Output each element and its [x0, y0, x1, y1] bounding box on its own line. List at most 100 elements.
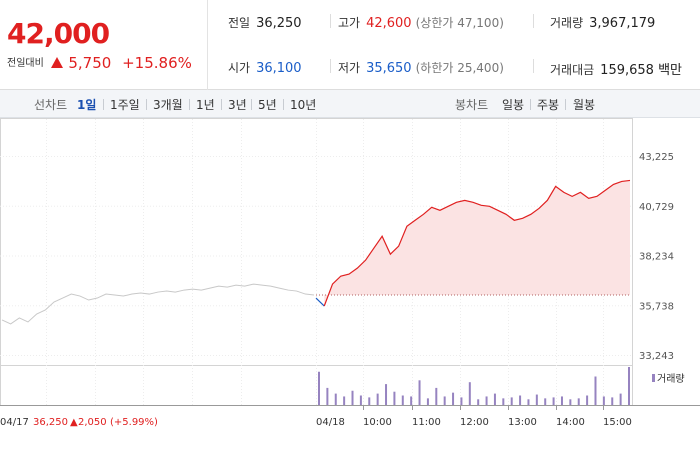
stat-prev-close: 전일 36,250	[228, 14, 302, 31]
change-percent: +15.86%	[122, 54, 192, 72]
period-5y-button[interactable]: 5년	[258, 98, 277, 112]
y-tick-label: 33,243	[639, 351, 674, 362]
volume-bar	[426, 398, 429, 405]
volume-bar	[560, 396, 563, 405]
change-label: 전일대비	[7, 58, 44, 69]
volume-bar	[519, 395, 522, 405]
volume-bar	[359, 395, 362, 405]
candle-daily-button[interactable]: 일봉	[502, 98, 525, 112]
divider	[533, 14, 534, 28]
volume-bar	[334, 393, 337, 405]
volume-bar	[602, 396, 605, 405]
prev-day-price-line	[1, 283, 315, 325]
stat-value: 36,250	[256, 16, 302, 31]
volume-bar	[552, 397, 555, 405]
divider	[530, 99, 531, 110]
y-axis-labels: 43,225 40,729 38,234 35,738 33,243	[639, 152, 674, 362]
x-tick-label: 10:00	[363, 417, 392, 428]
volume-bar	[418, 380, 421, 405]
price-chart-svg: 43,225 40,729 38,234 35,738 33,243 거래량 04/17…	[0, 118, 700, 428]
today-price-line	[323, 179, 631, 307]
volume-bar	[477, 399, 480, 405]
volume-bar	[611, 397, 614, 405]
candle-monthly-button[interactable]: 월봉	[573, 98, 596, 112]
change-amount: 5,750	[68, 54, 112, 72]
volume-bar	[577, 398, 580, 405]
y-tick-label: 43,225	[639, 152, 674, 163]
prev-day-up-icon: ▲	[70, 417, 78, 428]
volume-bar	[393, 391, 396, 405]
stat-label: 저가	[338, 61, 361, 75]
period-1y-button[interactable]: 1년	[196, 98, 215, 112]
volume-bar	[385, 384, 388, 405]
y-tick-label: 35,738	[639, 301, 674, 312]
candle-weekly-button[interactable]: 주봉	[537, 98, 560, 112]
divider	[103, 99, 104, 110]
volume-bar	[343, 396, 346, 405]
quote-header: 42,000 전일대비 5,750 +15.86% 전일 36,250 고가 42,…	[0, 0, 700, 90]
volume-bar	[594, 376, 597, 405]
chart-grid	[0, 118, 700, 406]
current-price: 42,000	[7, 17, 110, 50]
today-open-dip-line	[315, 297, 325, 307]
period-3m-button[interactable]: 3개월	[153, 98, 183, 112]
volume-bar	[443, 396, 446, 405]
divider	[283, 99, 284, 110]
volume-bar	[460, 397, 463, 405]
prev-day-close: 36,250	[33, 417, 68, 428]
volume-legend-label: 거래량	[657, 373, 685, 385]
volume-bars	[318, 367, 630, 405]
lower-limit: (하한가 25,400)	[415, 61, 504, 75]
stat-high: 고가 42,600 (상한가 47,100)	[338, 14, 504, 31]
x-axis-labels: 04/17 36,250 ▲ 2,050 (+5.99%) 04/18 10:0…	[0, 405, 632, 428]
period-10y-button[interactable]: 10년	[290, 98, 317, 112]
volume-bar	[619, 393, 622, 405]
x-tick-label: 12:00	[460, 417, 489, 428]
chart-toolbar: 선차트 1일 1주일 3개월 1년 3년 5년 10년 봉차트 일봉 주봉 월봉	[0, 90, 700, 118]
stat-label: 거래량	[550, 16, 584, 30]
stat-volume: 거래량 3,967,179	[550, 14, 655, 31]
divider	[565, 99, 566, 110]
up-triangle-icon	[50, 57, 63, 68]
period-1w-button[interactable]: 1주일	[110, 98, 140, 112]
volume-bar	[452, 392, 455, 405]
period-1d-button[interactable]: 1일	[77, 98, 97, 112]
volume-bar	[544, 398, 547, 405]
prev-day-change-pct: (+5.99%)	[110, 417, 158, 428]
candle-chart-label: 봉차트	[455, 98, 489, 112]
volume-legend-swatch	[652, 374, 655, 382]
today-label: 04/18	[316, 417, 345, 428]
volume-bar	[401, 395, 404, 405]
volume-legend: 거래량	[652, 373, 685, 385]
y-tick-label: 40,729	[639, 202, 674, 213]
volume-bar	[527, 399, 530, 405]
volume-bar	[435, 387, 438, 405]
stat-value: 42,600	[366, 16, 412, 31]
today-area-fill	[324, 180, 630, 307]
divider	[251, 99, 252, 110]
x-tick-label: 15:00	[603, 417, 632, 428]
stat-label: 전일	[228, 16, 251, 30]
stat-value: 159,658 백만	[600, 63, 682, 78]
divider	[330, 59, 331, 73]
period-3y-button[interactable]: 3년	[228, 98, 247, 112]
divider	[189, 99, 190, 110]
line-chart-label: 선차트	[34, 98, 68, 112]
volume-bar	[628, 367, 630, 405]
divider	[221, 99, 222, 110]
stat-value: 36,100	[256, 61, 302, 76]
divider	[533, 59, 534, 73]
prev-day-change: 2,050	[78, 417, 107, 428]
stat-trade-value: 거래대금 159,658 백만	[550, 59, 682, 78]
price-chart: 43,225 40,729 38,234 35,738 33,243 거래량 04/17…	[0, 118, 700, 450]
stat-low: 저가 35,650 (하한가 25,400)	[338, 59, 504, 76]
volume-bar	[351, 390, 354, 405]
divider	[146, 99, 147, 110]
volume-bar	[468, 382, 471, 405]
volume-bar	[376, 393, 379, 405]
y-tick-label: 38,234	[639, 252, 674, 263]
stat-label: 고가	[338, 16, 361, 30]
stat-value: 3,967,179	[589, 16, 656, 31]
volume-bar	[318, 371, 320, 405]
prev-day-label: 04/17	[0, 417, 29, 428]
